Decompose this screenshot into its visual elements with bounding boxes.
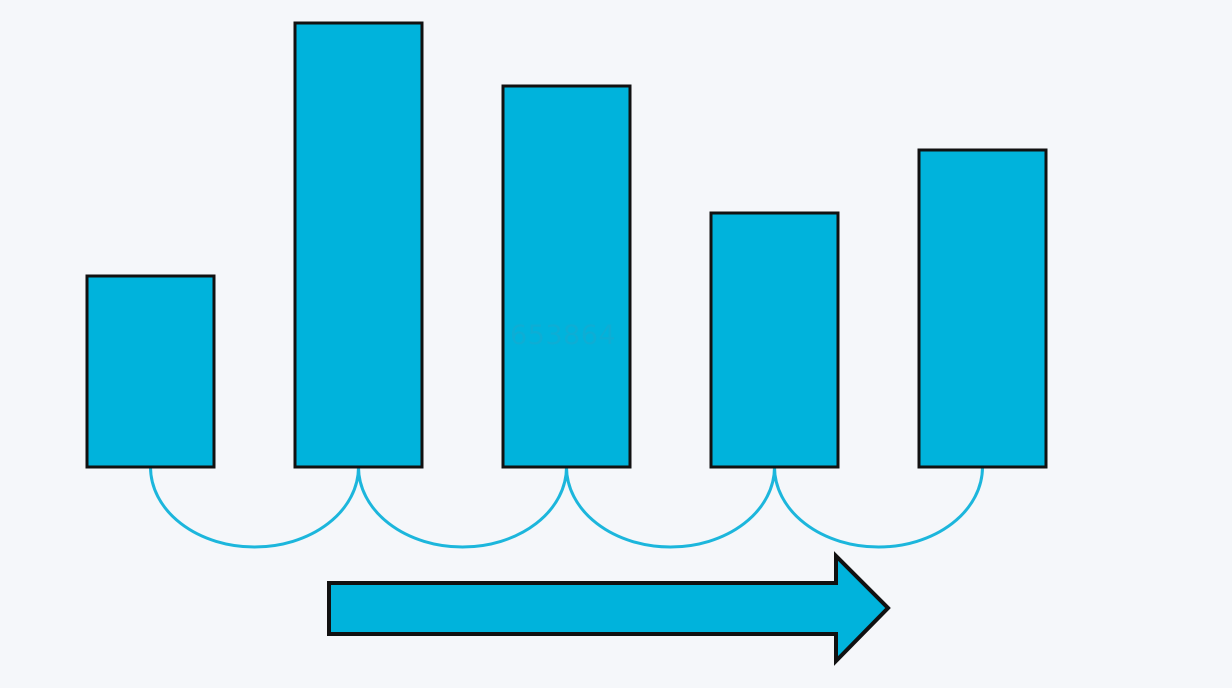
bar-1: [85, 274, 216, 469]
bar-5: [917, 148, 1048, 469]
connector-arcs: [149, 466, 984, 549]
right-arrow: [327, 551, 891, 666]
bar-2: [293, 21, 424, 469]
connector-arc-2: [357, 466, 568, 549]
connector-arc-4: [773, 466, 984, 549]
bar-4: [709, 211, 840, 469]
connector-arc-1: [149, 466, 360, 549]
bars-group: [85, 21, 1048, 469]
bar-3: [501, 84, 632, 469]
connector-arc-3: [565, 466, 776, 549]
